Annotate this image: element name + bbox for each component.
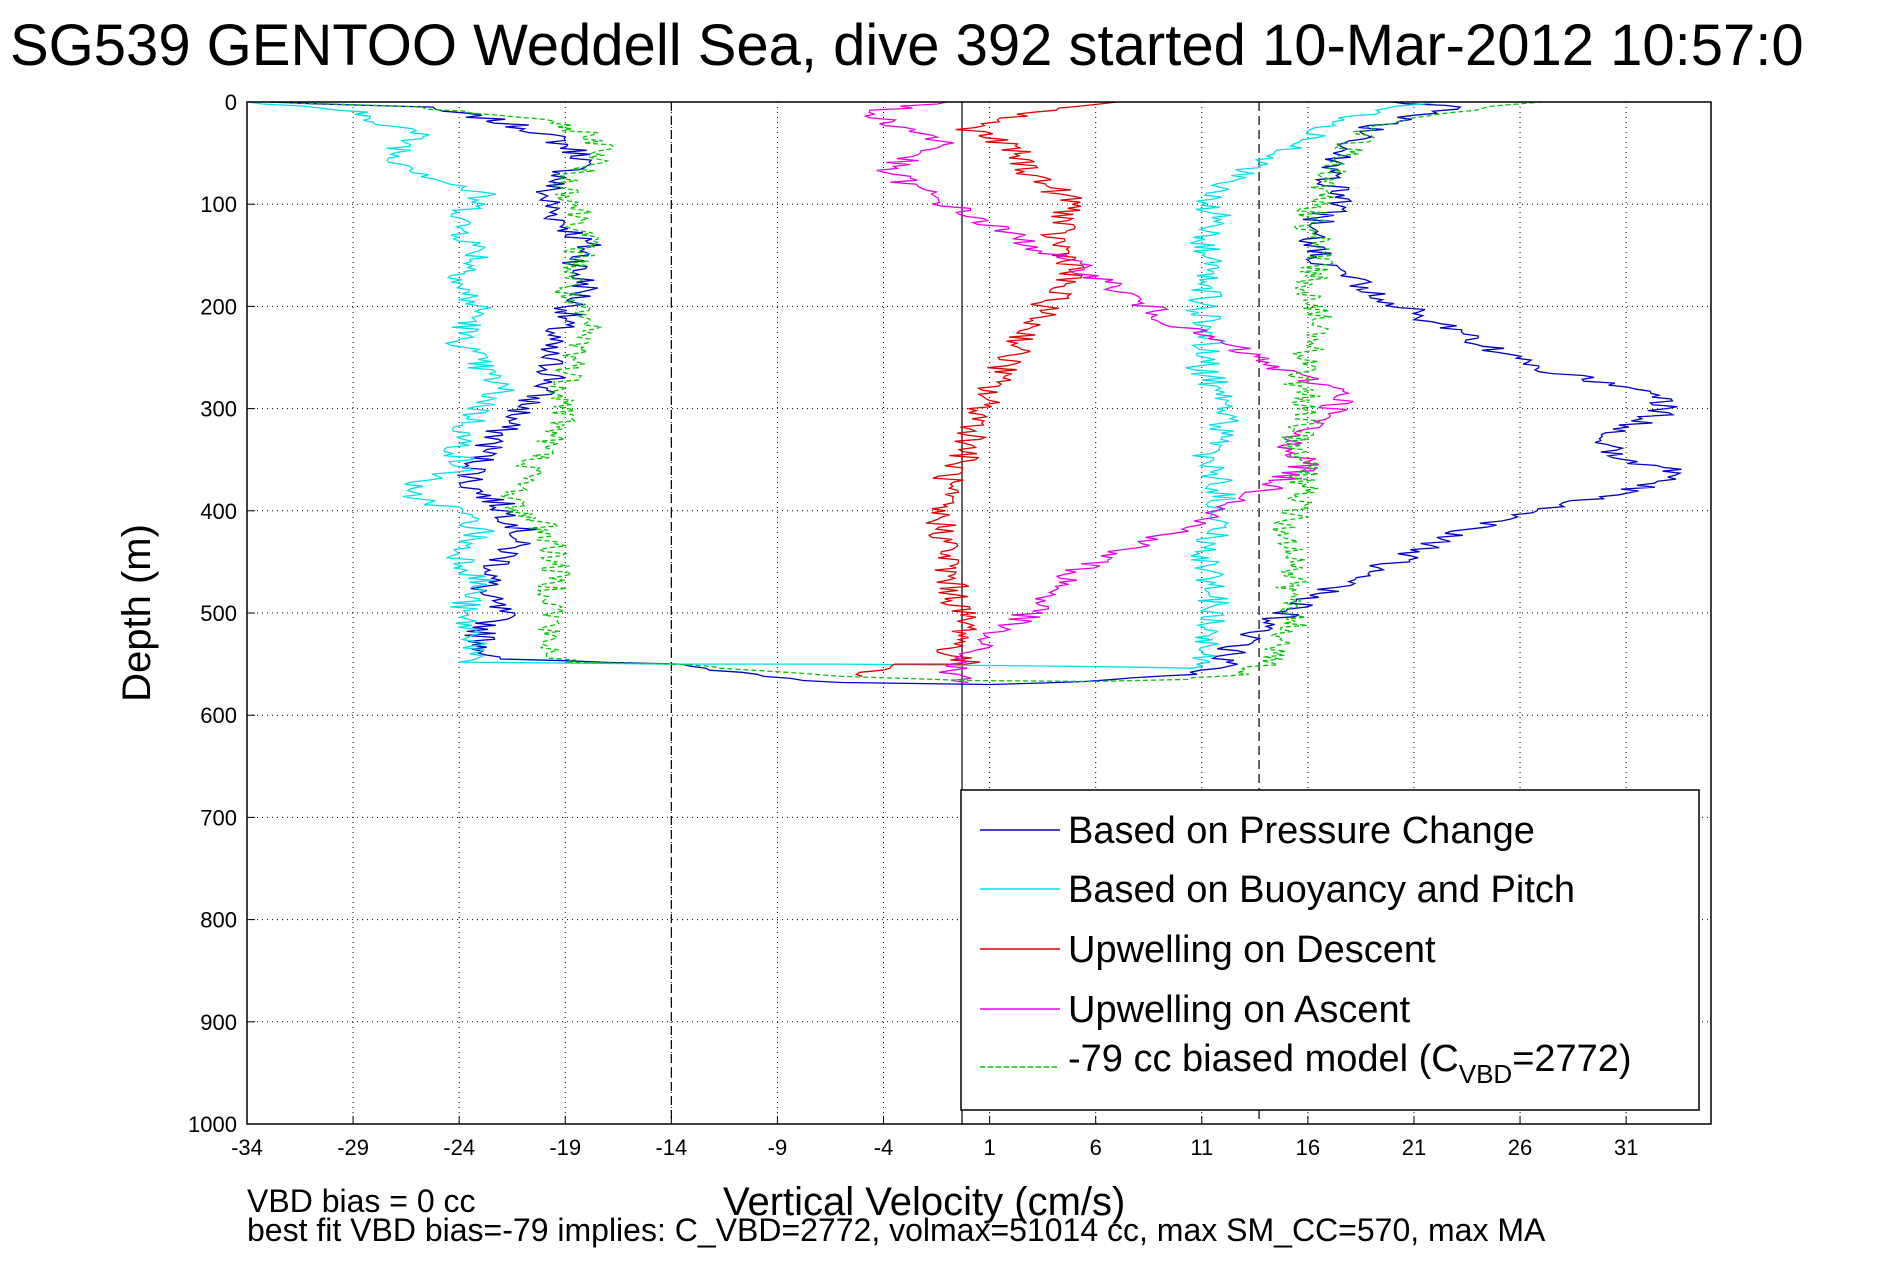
x-axis-ticks: -34 -29 -24 -19 -14 -9 -4 1 6 11 16 21 26 31 (231, 1116, 1638, 1160)
y-axis-ticks: 0 100 200 300 400 500 600 700 800 900 1000 (188, 90, 255, 1137)
y-tick-label: 400 (200, 499, 237, 524)
x-tick-label: -9 (768, 1135, 788, 1160)
legend-label-3: Upwelling on Ascent (1068, 989, 1411, 1031)
footer-line-2: best fit VBD bias=-79 implies: C_VBD=277… (247, 1212, 1546, 1248)
x-tick-label: -34 (231, 1135, 263, 1160)
legend-label-1: Based on Buoyancy and Pitch (1068, 869, 1575, 911)
y-tick-label: 900 (200, 1010, 237, 1035)
series-line-2 (854, 101, 1118, 678)
x-tick-label: 31 (1614, 1135, 1638, 1160)
x-tick-label: 16 (1296, 1135, 1320, 1160)
series-line-4 (260, 101, 1542, 683)
y-axis-label: Depth (m) (115, 524, 159, 702)
series-line-3 (863, 101, 1354, 684)
y-tick-label: 200 (200, 294, 237, 319)
footer-line-1: VBD bias = 0 cc (247, 1183, 476, 1219)
legend-label-2: Upwelling on Descent (1068, 929, 1436, 971)
x-tick-label: -19 (549, 1135, 581, 1160)
legend-box (960, 789, 1700, 1111)
y-tick-label: 800 (200, 908, 237, 933)
x-tick-label: -14 (655, 1135, 687, 1160)
y-tick-label: 700 (200, 805, 237, 830)
y-tick-label: 100 (200, 192, 237, 217)
y-tick-label: 600 (200, 703, 237, 728)
legend-label-0: Based on Pressure Change (1068, 810, 1535, 852)
x-tick-label: 6 (1090, 1135, 1102, 1160)
series-lines (247, 101, 1683, 686)
series-line-0 (271, 101, 1683, 686)
y-tick-label: 0 (225, 90, 237, 115)
x-tick-label: -4 (874, 1135, 894, 1160)
legend: Based on Pressure Change Based on Buoyanc… (960, 789, 1700, 1111)
chart-title: SG539 GENTOO Weddell Sea, dive 392 start… (10, 13, 1804, 78)
x-tick-label: 11 (1190, 1135, 1213, 1160)
x-tick-label: -24 (443, 1135, 475, 1160)
x-tick-label: 1 (983, 1135, 995, 1160)
x-tick-label: 21 (1402, 1135, 1426, 1160)
y-tick-label: 500 (200, 601, 237, 626)
x-tick-label: 26 (1508, 1135, 1532, 1160)
legend-label-4: -79 cc biased model (CVBD=2772) (1068, 1038, 1632, 1089)
x-tick-label: -29 (337, 1135, 369, 1160)
series-line-1 (247, 101, 1436, 669)
y-tick-label: 1000 (188, 1112, 237, 1137)
x-axis-label: Vertical Velocity (cm/s) (723, 1180, 1125, 1224)
y-tick-label: 300 (200, 397, 237, 422)
